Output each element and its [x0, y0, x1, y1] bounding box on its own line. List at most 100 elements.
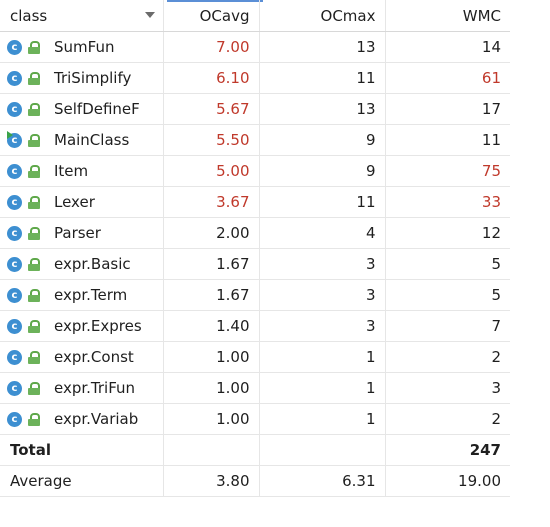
ocmax-cell: 11: [258, 62, 385, 94]
class-icon: c: [7, 102, 22, 117]
class-name-cell[interactable]: c expr.Term: [0, 279, 163, 311]
ocmax-cell: 1: [258, 341, 385, 373]
class-icon: c: [7, 131, 22, 148]
column-header-wmc[interactable]: WMC: [384, 0, 510, 32]
column-header-class-label: class: [10, 6, 48, 25]
table-row[interactable]: c MainClass 5.50 9 11: [0, 124, 510, 156]
class-icon: c: [7, 381, 22, 396]
table-row[interactable]: c SelfDefineF 5.67 13 17: [0, 93, 510, 125]
wmc-cell: 61: [384, 62, 510, 94]
ocmax-cell: 3: [258, 310, 385, 342]
ocavg-cell: 5.50: [162, 124, 259, 156]
average-label: Average: [0, 465, 163, 497]
class-name-cell[interactable]: c SelfDefineF: [0, 93, 163, 125]
wmc-cell: 17: [384, 93, 510, 125]
class-name-cell[interactable]: c Item: [0, 155, 163, 187]
class-name: Item: [54, 162, 89, 180]
class-icon: c: [7, 40, 22, 55]
lock-icon: [28, 258, 40, 271]
class-name-cell[interactable]: c Lexer: [0, 186, 163, 218]
lock-icon: [28, 289, 40, 302]
ocmax-cell: 9: [258, 124, 385, 156]
lock-icon: [28, 196, 40, 209]
class-name-cell[interactable]: c expr.Expres: [0, 310, 163, 342]
class-name-cell[interactable]: c MainClass: [0, 124, 163, 156]
average-wmc: 19.00: [384, 465, 510, 497]
ocavg-cell: 6.10: [162, 62, 259, 94]
lock-icon: [28, 320, 40, 333]
table-row[interactable]: c Item 5.00 9 75: [0, 155, 510, 187]
lock-icon: [28, 165, 40, 178]
lock-icon: [28, 72, 40, 85]
wmc-cell: 12: [384, 217, 510, 249]
ocavg-cell: 7.00: [162, 31, 259, 63]
class-name: expr.Variab: [54, 410, 139, 428]
total-wmc: 247: [384, 434, 510, 466]
header-row: class OCavg OCmax WMC: [0, 0, 510, 32]
ocmax-cell: 3: [258, 248, 385, 280]
class-name: Parser: [54, 224, 101, 242]
wmc-cell: 2: [384, 341, 510, 373]
class-name-cell[interactable]: c TriSimplify: [0, 62, 163, 94]
run-marker-icon: [7, 131, 13, 139]
lock-icon: [28, 351, 40, 364]
class-name: expr.Basic: [54, 255, 131, 273]
total-label: Total: [0, 434, 163, 466]
wmc-cell: 75: [384, 155, 510, 187]
lock-icon: [28, 41, 40, 54]
column-header-class[interactable]: class: [0, 0, 163, 32]
wmc-cell: 5: [384, 248, 510, 280]
class-icon: c: [7, 164, 22, 179]
ocavg-cell: 2.00: [162, 217, 259, 249]
ocmax-cell: 13: [258, 31, 385, 63]
ocmax-cell: 13: [258, 93, 385, 125]
class-name: expr.Term: [54, 286, 128, 304]
class-name-cell[interactable]: c expr.Const: [0, 341, 163, 373]
metrics-table: class OCavg OCmax WMC c SumFun 7.00 13 14 c Tr…: [0, 0, 510, 497]
class-icon: c: [7, 226, 22, 241]
class-icon: c: [7, 195, 22, 210]
sort-descending-icon[interactable]: [144, 12, 155, 18]
ocavg-cell: 3.67: [162, 186, 259, 218]
table-row[interactable]: c TriSimplify 6.10 11 61: [0, 62, 510, 94]
class-icon: c: [7, 319, 22, 334]
class-name-cell[interactable]: c SumFun: [0, 31, 163, 63]
class-name: TriSimplify: [54, 69, 132, 87]
wmc-cell: 5: [384, 279, 510, 311]
wmc-cell: 3: [384, 372, 510, 404]
table-row[interactable]: c expr.Term 1.67 3 5: [0, 279, 510, 311]
column-header-ocmax[interactable]: OCmax: [258, 0, 385, 32]
total-ocmax: [258, 434, 385, 466]
lock-icon: [28, 382, 40, 395]
table-row[interactable]: c Parser 2.00 4 12: [0, 217, 510, 249]
ocavg-cell: 1.00: [162, 341, 259, 373]
ocmax-cell: 1: [258, 403, 385, 435]
ocavg-cell: 1.40: [162, 310, 259, 342]
class-name-cell[interactable]: c Parser: [0, 217, 163, 249]
class-icon: c: [7, 288, 22, 303]
table-row[interactable]: c expr.TriFun 1.00 1 3: [0, 372, 510, 404]
table-row[interactable]: c expr.Const 1.00 1 2: [0, 341, 510, 373]
table-row[interactable]: c Lexer 3.67 11 33: [0, 186, 510, 218]
class-name-cell[interactable]: c expr.Variab: [0, 403, 163, 435]
average-ocmax: 6.31: [258, 465, 385, 497]
ocavg-cell: 1.00: [162, 372, 259, 404]
class-name: SelfDefineF: [54, 100, 140, 118]
column-header-ocavg[interactable]: OCavg: [162, 0, 259, 32]
ocavg-cell: 1.00: [162, 403, 259, 435]
lock-icon: [28, 134, 40, 147]
table-row[interactable]: c expr.Basic 1.67 3 5: [0, 248, 510, 280]
class-name: MainClass: [54, 131, 130, 149]
table-row[interactable]: c expr.Variab 1.00 1 2: [0, 403, 510, 435]
table-row[interactable]: c expr.Expres 1.40 3 7: [0, 310, 510, 342]
ocmax-cell: 1: [258, 372, 385, 404]
wmc-cell: 14: [384, 31, 510, 63]
total-ocavg: [162, 434, 259, 466]
wmc-cell: 11: [384, 124, 510, 156]
wmc-cell: 7: [384, 310, 510, 342]
class-name-cell[interactable]: c expr.Basic: [0, 248, 163, 280]
class-name-cell[interactable]: c expr.TriFun: [0, 372, 163, 404]
class-icon: c: [7, 412, 22, 427]
table-row[interactable]: c SumFun 7.00 13 14: [0, 31, 510, 63]
ocavg-cell: 5.67: [162, 93, 259, 125]
